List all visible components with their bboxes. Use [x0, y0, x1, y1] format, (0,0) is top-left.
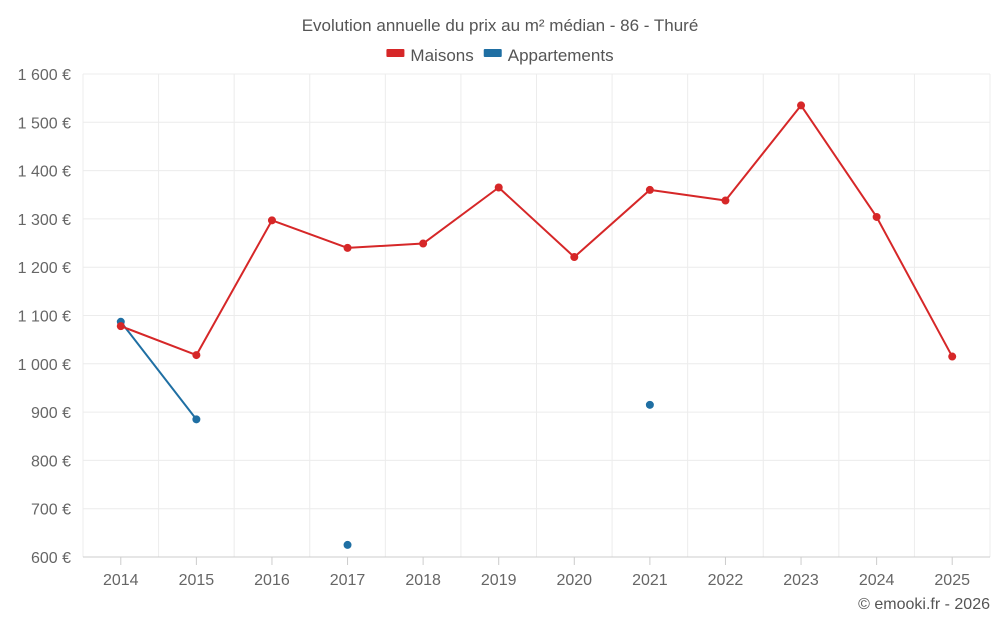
data-point — [494, 183, 503, 192]
data-point — [948, 352, 957, 361]
series-line-segment — [346, 242, 425, 249]
data-point — [570, 253, 579, 262]
y-tick-label: 1 000 € — [18, 357, 71, 374]
x-tick-label: 2024 — [859, 572, 895, 589]
series-line-segment — [800, 104, 878, 218]
data-point — [645, 400, 654, 409]
data-point — [797, 101, 806, 110]
y-tick-label: 600 € — [31, 550, 71, 567]
data-point — [872, 212, 881, 221]
legend-swatch — [483, 49, 502, 57]
data-point — [192, 415, 201, 424]
y-tick-label: 700 € — [31, 502, 71, 519]
y-tick-label: 1 500 € — [18, 115, 71, 132]
y-tick-label: 1 200 € — [18, 260, 71, 277]
data-point — [192, 351, 201, 360]
x-tick-label: 2016 — [254, 572, 290, 589]
data-point — [343, 540, 352, 549]
data-point — [645, 185, 654, 194]
y-tick-label: 800 € — [31, 453, 71, 470]
legend-label: Maisons — [410, 46, 473, 65]
y-tick-label: 1 100 € — [18, 309, 71, 326]
x-tick-label: 2025 — [934, 572, 970, 589]
axes: 600 € 700 € 800 € 900 € 1 000 € 1 100 € 1 200 … — [18, 67, 990, 589]
series — [116, 101, 957, 549]
y-tick-label: 900 € — [31, 405, 71, 422]
series-line-segment — [119, 320, 198, 421]
series-line-segment — [724, 104, 803, 202]
x-tick-label: 2021 — [632, 572, 668, 589]
series-line-segment — [422, 186, 500, 245]
series-line-segment — [875, 215, 954, 358]
y-tick-label: 1 400 € — [18, 164, 71, 181]
series-line-segment — [119, 325, 198, 357]
credit-label: © emooki.fr - 2026 — [858, 596, 990, 613]
x-tick-label: 2014 — [103, 572, 139, 589]
data-point — [267, 216, 276, 225]
x-tick-label: 2017 — [330, 572, 366, 589]
data-point — [721, 196, 730, 205]
series-line-segment — [573, 188, 651, 259]
series-line-segment — [497, 186, 576, 259]
legend: Maisons Appartements — [386, 46, 614, 65]
x-tick-label: 2019 — [481, 572, 517, 589]
x-tick-label: 2022 — [708, 572, 744, 589]
legend-swatch — [386, 49, 405, 57]
legend-item-maisons: Maisons — [386, 46, 474, 65]
x-tick-label: 2018 — [405, 572, 441, 589]
grid — [82, 73, 991, 558]
x-tick-label: 2015 — [179, 572, 215, 589]
data-point — [419, 239, 428, 248]
series-maisons — [116, 101, 957, 361]
chart-title: Evolution annuelle du prix au m² médian … — [302, 16, 699, 35]
y-tick-label: 1 300 € — [18, 212, 71, 229]
data-point — [343, 243, 352, 252]
data-point — [116, 322, 125, 331]
series-line-segment — [195, 219, 273, 357]
x-tick-label: 2020 — [556, 572, 592, 589]
x-tick-label: 2023 — [783, 572, 819, 589]
series-line-segment — [270, 219, 349, 249]
y-tick-label: 1 600 € — [18, 67, 71, 84]
series-line-segment — [648, 188, 727, 202]
legend-item-appartements: Appartements — [483, 46, 614, 65]
legend-label: Appartements — [508, 46, 614, 65]
